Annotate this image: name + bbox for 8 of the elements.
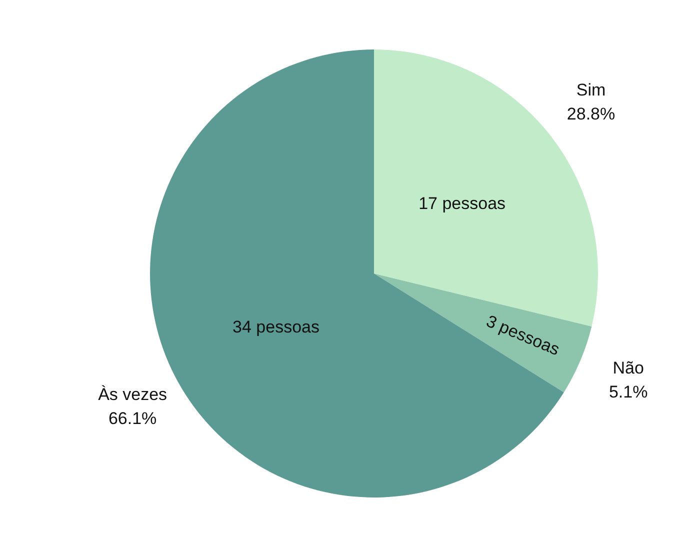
data-label: 66.1% [108,408,157,428]
data-label: 5.1% [608,382,648,402]
text: 17 pessoas [418,194,506,213]
slice-label: Não [612,358,644,378]
text: 34 pessoas [232,317,320,336]
data-label: 28.8% [566,104,616,124]
slice-label: Às vezes [98,384,168,404]
slice-label: Sim [576,80,606,100]
